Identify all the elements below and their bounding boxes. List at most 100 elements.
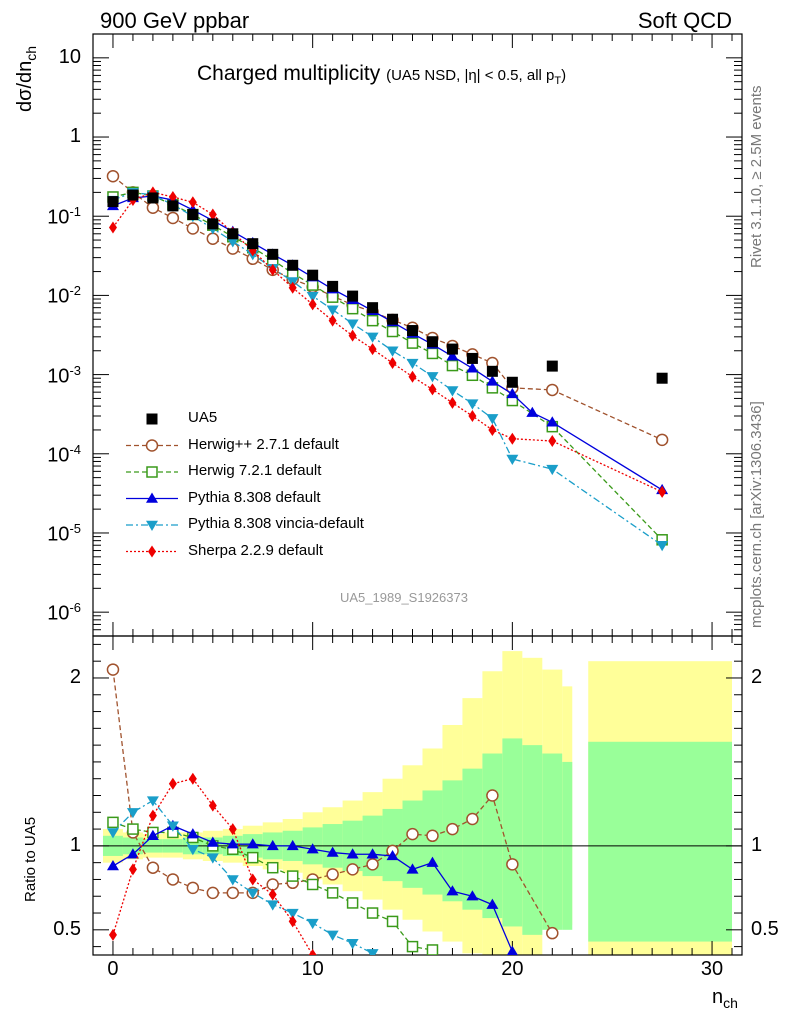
series-2-ratio-point <box>366 848 379 859</box>
series-2-ratio-point <box>466 890 479 901</box>
band-green <box>442 780 463 902</box>
series-4-point <box>508 432 517 445</box>
mcplots-credit-label: mcplots.cern.ch [arXiv:1306.3436] <box>748 401 765 628</box>
series-2-ratio-point <box>266 839 279 851</box>
reference-point <box>656 372 668 384</box>
series-4-ratio-point <box>268 888 277 901</box>
series-3-point <box>466 399 479 410</box>
series-1-point <box>326 291 339 303</box>
legend-entry-label: Herwig 7.2.1 default <box>188 462 322 479</box>
series-0-point <box>206 232 220 245</box>
reference-point <box>407 325 419 337</box>
series-1-ratio-point <box>107 816 119 829</box>
ratio-y-tick-label: 2 <box>69 665 81 688</box>
series-1-point <box>346 302 359 315</box>
series-3-ratio-point <box>346 939 359 950</box>
series-4-ratio-point <box>128 863 137 876</box>
legend-entry-label: Pythia 8.308 default <box>188 488 321 506</box>
legend-marker <box>146 520 158 531</box>
series-4-ratio-point <box>188 772 197 785</box>
reference-point <box>167 200 179 212</box>
reference-point <box>247 238 259 250</box>
series-4-point <box>308 298 317 311</box>
series-3-ratio-point <box>106 828 119 839</box>
series-0-ratio-point <box>166 873 180 886</box>
series-4-point <box>328 314 337 327</box>
series-3-point <box>486 414 499 425</box>
legend-marker <box>146 492 158 503</box>
series-4-ratio-point <box>148 809 157 822</box>
x-axis-label: nch <box>712 986 738 1011</box>
series-4-point <box>408 370 417 383</box>
reference-point <box>347 290 359 302</box>
series-1-ratio-point <box>386 915 399 928</box>
chart-title-note: (UA5 NSD, |η| < 0.5, all pT) <box>386 67 567 87</box>
band-green <box>588 741 733 942</box>
series-3-point <box>656 541 669 552</box>
series-3-point <box>406 358 419 370</box>
series-0-ratio-point <box>206 886 220 900</box>
band-green <box>482 753 503 919</box>
series-3-point <box>326 305 339 316</box>
series-1-ratio-point <box>127 823 139 835</box>
y-tick-label: 10-2 <box>47 283 81 309</box>
band-green <box>542 753 563 930</box>
band-green <box>502 738 523 927</box>
series-0-ratio-point <box>346 863 359 876</box>
series-2-ratio-point <box>146 829 159 840</box>
series-1-ratio-line <box>112 821 433 951</box>
reference-point <box>327 280 339 292</box>
reference-point <box>426 336 438 348</box>
series-1-point <box>386 325 399 338</box>
series-4-ratio-point <box>248 873 257 886</box>
series-3-ratio-point <box>306 918 319 930</box>
legend-entry-label: Herwig++ 2.7.1 default <box>188 435 339 453</box>
series-4-point <box>108 221 117 234</box>
series-1-point <box>406 337 419 349</box>
series-4-ratio-point <box>288 915 297 928</box>
reference-point <box>147 192 159 204</box>
reference-point <box>227 228 239 240</box>
legend-marker <box>146 413 158 425</box>
series-0-ratio-point <box>366 858 379 871</box>
y-axis-label-ratio: Ratio to UA5 <box>22 816 39 902</box>
series-2-ratio-point <box>246 838 259 849</box>
legend-markers <box>126 413 178 558</box>
series-2-point <box>506 387 519 399</box>
series-4-point <box>208 208 217 221</box>
series-0-point <box>106 169 120 183</box>
series-3-point <box>226 237 239 248</box>
legend-entry-label: UA5 <box>188 409 218 426</box>
series-1-ratio-point <box>247 851 259 864</box>
reference-point <box>446 343 458 355</box>
series-4-point <box>658 485 667 498</box>
series-0-ratio-point <box>106 663 120 676</box>
series-2-ratio-point <box>206 836 219 847</box>
series-2-ratio-point <box>346 848 359 859</box>
series-0-ratio-point <box>266 878 279 891</box>
series-3-line <box>112 191 663 546</box>
series-3-ratio-point <box>146 796 159 807</box>
series-0-ratio-line <box>112 669 553 934</box>
y-tick-label: 1 <box>69 125 81 148</box>
band-green <box>402 800 423 888</box>
series-1-ratio-point <box>346 897 359 909</box>
series-3-ratio-point <box>246 888 259 899</box>
series-4-point <box>268 263 277 276</box>
series-0-ratio-point <box>426 829 439 843</box>
series-4-point <box>288 281 297 294</box>
y-tick-label: 10 <box>58 45 81 68</box>
x-tick-label: 10 <box>301 958 324 980</box>
legend-entry-label: Pythia 8.308 vincia-default <box>188 515 364 532</box>
series-3-ratio-point <box>286 908 299 920</box>
series-3-point <box>306 291 319 303</box>
reference-point <box>207 218 219 230</box>
series-0-ratio-point <box>506 858 519 871</box>
x-tick-label: 20 <box>501 958 524 980</box>
process-label: Soft QCD <box>637 8 732 33</box>
series-0-ratio-point <box>226 886 240 900</box>
reference-point <box>107 196 119 208</box>
series-0-ratio-point <box>546 926 559 940</box>
series-2-ratio-point <box>286 839 299 851</box>
